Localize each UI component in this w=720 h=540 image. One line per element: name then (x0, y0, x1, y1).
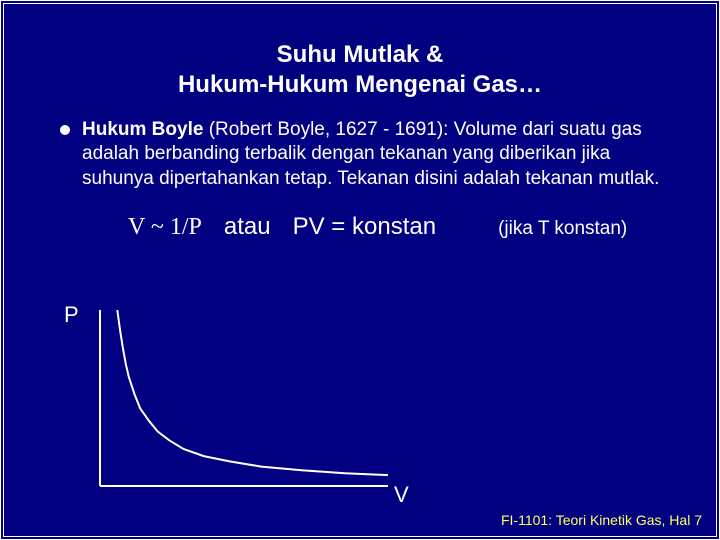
slide-body: Hukum Boyle (Robert Boyle, 1627 - 1691):… (4, 118, 716, 241)
bullet-name-close: ): (437, 119, 449, 140)
title-line-1: Suhu Mutlak & (4, 40, 716, 70)
pv-chart: P V (64, 304, 404, 504)
chart-y-axis-label: P (64, 302, 79, 328)
formula-lhs: V ~ 1/P (128, 214, 202, 241)
formula-row: V ~ 1/P atau PV = konstan (jika T konsta… (60, 213, 660, 241)
bullet-text: Hukum Boyle (Robert Boyle, 1627 - 1691):… (82, 118, 660, 191)
chart-svg (90, 310, 390, 498)
formula-atau: atau (224, 213, 271, 241)
bullet-years: 1627 - 1691 (335, 119, 436, 140)
bullet-lead-bold: Hukum Boyle (82, 119, 203, 140)
bullet-name-open: (Robert Boyle, (203, 119, 335, 140)
bullet-item: Hukum Boyle (Robert Boyle, 1627 - 1691):… (60, 118, 660, 191)
chart-x-axis-label: V (394, 482, 409, 508)
slide-footer: FI-1101: Teori Kinetik Gas, Hal 7 (501, 512, 702, 528)
title-line-2: Hukum-Hukum Mengenai Gas… (4, 70, 716, 100)
bullet-dot-icon (60, 125, 70, 135)
formula-note: (jika T konstan) (498, 218, 627, 240)
pv-curve (117, 310, 388, 475)
slide-title: Suhu Mutlak & Hukum-Hukum Mengenai Gas… (4, 4, 716, 118)
formula-eq: PV = konstan (293, 213, 436, 241)
